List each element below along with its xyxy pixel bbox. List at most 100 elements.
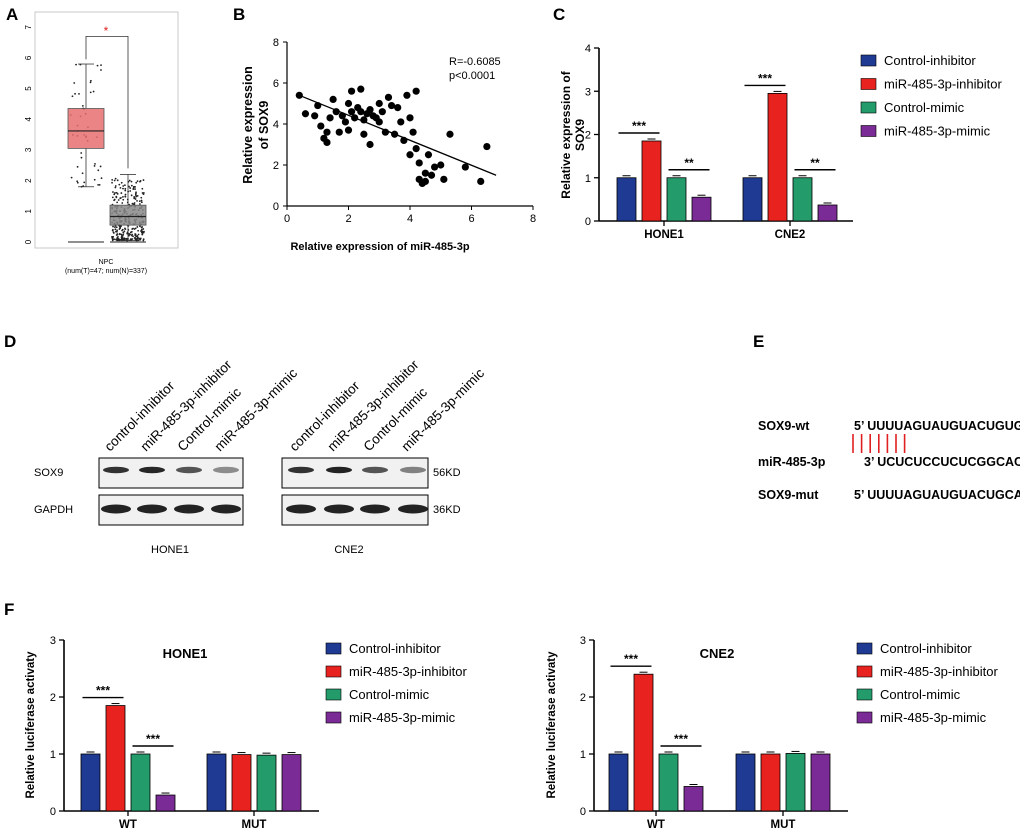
panel-a-point <box>114 228 117 231</box>
wb-band-gapdh <box>360 504 390 514</box>
bar-mir-485-3p-mimic <box>683 786 704 812</box>
wb-size-36kd: 36KD <box>433 504 461 516</box>
wb-band-gapdh <box>211 504 241 514</box>
legend-swatch <box>860 54 877 67</box>
bar-mir-485-3p-inhibitor <box>633 673 654 812</box>
wb-band-gapdh <box>398 504 428 514</box>
panel-a-point <box>122 198 125 201</box>
wb-row-label-gapdh: GAPDH <box>34 504 73 516</box>
legend-swatch <box>860 78 877 90</box>
legend-label: Control-mimic <box>884 100 965 115</box>
legend-swatch <box>325 642 342 655</box>
panel-a-point <box>142 231 145 234</box>
panel-b-point <box>323 128 331 136</box>
legend-label: miR-485-3p-inhibitor <box>349 664 467 679</box>
panel-f2-title: CNE2 <box>700 646 735 661</box>
panel-a-point <box>89 81 92 84</box>
panel-b-point <box>409 128 417 136</box>
panel-f-cne2-bar: CNE2 Relative luciferase activaty 0 1 2 3 WT… <box>546 635 848 831</box>
panel-b-point <box>427 171 436 179</box>
bar-control-mimic <box>785 753 806 812</box>
wb-band-gapdh <box>174 504 204 514</box>
panel-a-ytick-label: 4 <box>24 116 33 121</box>
bar-y-tick-label: 2 <box>580 692 586 704</box>
legend-label: Control-mimic <box>349 687 430 702</box>
panel-a-point <box>121 229 123 232</box>
panel-b-point <box>301 110 310 118</box>
panel-b-point <box>375 118 383 126</box>
bar-mir-485-3p-inhibitor <box>231 754 252 812</box>
panel-a-point <box>136 180 139 183</box>
panel-a-point <box>138 200 141 203</box>
panel-a-point <box>139 225 141 228</box>
legend-swatch <box>860 125 877 137</box>
panel-a-point <box>117 239 120 242</box>
legend-label: Control-inhibitor <box>884 53 976 68</box>
panel-a-frame <box>34 11 179 249</box>
panel-a-point <box>76 181 79 184</box>
bar-significance-stars: *** <box>632 119 646 133</box>
panel-b-point <box>406 151 414 159</box>
bar-category-label: CNE2 <box>775 229 806 241</box>
bar-significance-stars: *** <box>624 652 638 666</box>
panel-f1-ylabel: Relative luciferase activaty <box>25 651 37 799</box>
panel-a-point <box>130 180 133 183</box>
panel-a-point <box>132 227 134 230</box>
panel-a-point <box>113 226 116 229</box>
panel-a-point <box>124 184 126 187</box>
bar-category-label: WT <box>647 819 665 831</box>
panel-a-point <box>133 202 136 204</box>
panel-b-annotation-p: p<0.0001 <box>449 70 495 82</box>
bar-category-label: MUT <box>242 819 267 831</box>
panel-b-point <box>483 142 491 151</box>
panel-a-point <box>115 234 118 236</box>
bar-significance-stars: ** <box>810 156 820 170</box>
wb-cellline-hone1: HONE1 <box>151 544 189 556</box>
legend-swatch <box>860 101 877 114</box>
bar-y-tick-label: 2 <box>585 130 591 142</box>
panel-a-point <box>119 186 122 189</box>
bar-y-tick-label: 3 <box>580 635 586 647</box>
panel-a-point <box>78 92 80 95</box>
panel-c-ylabel-line2: SOX9 <box>573 119 587 151</box>
panel-a-point <box>142 239 145 242</box>
panel-label-a: A <box>6 5 18 24</box>
panel-a-point <box>133 197 136 200</box>
panel-a-point <box>121 238 124 240</box>
panel-a-point <box>134 198 137 200</box>
legend-label: miR-485-3p-inhibitor <box>880 664 998 679</box>
panel-b-point <box>347 108 356 116</box>
bar-y-tick-label: 3 <box>50 635 56 647</box>
bar-control-mimic <box>256 754 277 812</box>
panel-a-point <box>116 201 119 204</box>
panel-a-box-normal <box>109 204 147 226</box>
panel-a-point <box>74 92 76 95</box>
panel-b-point <box>366 140 374 149</box>
panel-a-point <box>111 239 114 242</box>
panel-b-point <box>387 101 396 110</box>
panel-b-point <box>326 114 334 122</box>
panel-a-point <box>112 225 114 228</box>
panel-b-y-tick-label: 0 <box>273 201 279 213</box>
panel-b-point <box>347 87 356 95</box>
panel-a-point <box>120 233 123 236</box>
legend-swatch <box>325 711 342 724</box>
panel-a-point <box>114 177 117 180</box>
panel-a-point <box>116 237 119 240</box>
wb-band-sox9 <box>139 466 165 474</box>
legend-label: Control-mimic <box>880 687 961 702</box>
panel-a-point <box>117 199 120 201</box>
bar-y-tick-label: 0 <box>580 806 586 818</box>
legend-label: Control-inhibitor <box>349 641 441 656</box>
panel-a-point <box>137 229 140 232</box>
panel-a-point <box>120 196 122 199</box>
panel-a-point <box>70 176 73 179</box>
panel-a-point <box>122 231 125 234</box>
panel-d-western-blot: SOX9 GAPDH 56KD 36KD HONE1 CNE2 control-… <box>34 357 487 556</box>
bar-y-tick-label: 1 <box>50 749 56 761</box>
panel-a-point <box>89 79 92 82</box>
bar-category-label: MUT <box>771 819 796 831</box>
panel-a-point <box>115 191 118 194</box>
panel-a-point <box>80 156 83 159</box>
